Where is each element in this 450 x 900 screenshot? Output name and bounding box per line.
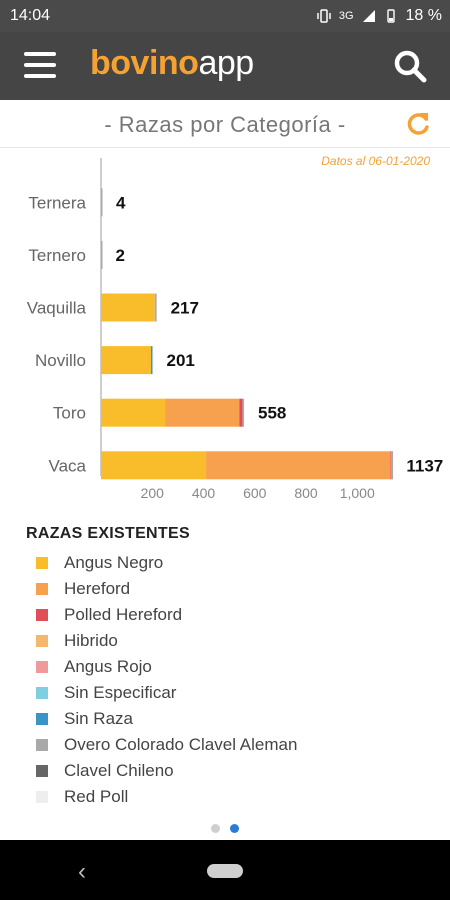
bar-segment [101, 293, 155, 322]
x-tick-label: 1,000 [340, 485, 375, 501]
bar-segment [101, 188, 103, 217]
network-label: 3G [338, 10, 354, 22]
legend-item: Polled Hereford [36, 602, 436, 628]
legend-swatch [36, 661, 48, 673]
chart-title: - Razas por Categoría - [104, 112, 346, 137]
status-time: 14:04 [10, 7, 51, 24]
x-tick-label: 800 [294, 485, 318, 501]
legend-title: RAZAS EXISTENTES [26, 525, 190, 542]
legend-swatch [36, 687, 48, 699]
home-icon[interactable] [207, 864, 243, 878]
legend-item: Angus Negro [36, 550, 436, 576]
legend-item: Hereford [36, 576, 436, 602]
legend-label: Clavel Chileno [64, 761, 174, 780]
legend-label: Polled Hereford [64, 605, 183, 624]
bar-segment [101, 346, 151, 375]
page-indicator [0, 820, 450, 838]
page-dot-2[interactable] [230, 824, 239, 833]
battery-label: 18 % [405, 7, 442, 24]
x-tick-label: 600 [243, 485, 267, 501]
legend-label: Overo Colorado Clavel Aleman [64, 735, 298, 754]
bar-segment [391, 451, 394, 480]
app-bar: bovinoapp [0, 32, 450, 100]
brand-logo: bovinoapp [90, 44, 254, 83]
legend-item: Hibrido [36, 628, 436, 654]
vibrate-icon [317, 9, 331, 23]
data-label: 2 [116, 246, 125, 265]
data-label: 217 [171, 299, 199, 318]
legend-swatch [36, 635, 48, 647]
legend-item: Red Poll [36, 784, 436, 804]
legend-label: Hereford [64, 579, 131, 598]
page-dot-1[interactable] [211, 824, 220, 833]
x-tick-label: 400 [192, 485, 216, 501]
legend-swatch [36, 739, 48, 751]
category-label: Ternero [28, 246, 86, 265]
status-icons: 3G 18 % [317, 7, 442, 25]
category-label: Toro [53, 404, 86, 423]
legend: Angus Negro Hereford Polled Hereford Hibrid… [36, 550, 436, 804]
status-bar: 14:04 3G 18 % [0, 0, 450, 32]
back-icon[interactable]: ‹ [78, 858, 86, 885]
bar-chart: Ternera 4 Ternero 2 Vaquilla 217 Novillo 201 Tor… [27, 158, 443, 501]
legend-swatch [36, 609, 48, 621]
bar-segment [101, 451, 207, 480]
legend-label: Angus Rojo [64, 657, 152, 676]
data-label: 201 [167, 351, 195, 370]
refresh-icon[interactable] [404, 110, 432, 138]
category-label: Novillo [35, 351, 86, 370]
menu-icon[interactable] [24, 52, 56, 80]
bar-segment [206, 451, 391, 480]
legend-swatch [36, 765, 48, 777]
category-label: Vaca [49, 456, 87, 475]
bar-segment [165, 398, 240, 427]
legend-label: Angus Negro [64, 553, 164, 572]
legend-item: Sin Raza [36, 706, 436, 732]
brand-part-1: bovino [90, 44, 199, 82]
legend-label: Sin Especificar [64, 683, 177, 702]
date-note: Datos al 06-01-2020 [321, 154, 430, 168]
nav-bar: ‹ [0, 840, 450, 900]
legend-swatch [36, 791, 48, 803]
legend-swatch [36, 713, 48, 725]
legend-item: Angus Rojo [36, 654, 436, 680]
data-label: 558 [258, 404, 286, 423]
legend-label: Hibrido [64, 631, 118, 650]
legend-swatch [36, 583, 48, 595]
brand-part-2: app [198, 44, 254, 82]
legend-swatch [36, 557, 48, 569]
bar-segment [154, 293, 157, 322]
signal-icon [362, 10, 375, 22]
battery-icon [386, 9, 395, 23]
legend-item: Overo Colorado Clavel Aleman [36, 732, 436, 758]
bar-segment [242, 398, 244, 427]
subtitle-row: - Razas por Categoría - [0, 100, 450, 148]
bar-segment [101, 240, 103, 269]
x-tick-label: 200 [141, 485, 165, 501]
legend-label: Sin Raza [64, 709, 133, 728]
data-label: 1137 [406, 456, 443, 475]
legend-label: Red Poll [64, 787, 129, 804]
category-label: Vaquilla [27, 299, 87, 318]
bar-segment [239, 398, 243, 427]
search-icon[interactable] [392, 48, 428, 84]
legend-item: Sin Especificar [36, 680, 436, 706]
bar-segment [101, 398, 166, 427]
bar-segment [150, 346, 153, 375]
category-label: Ternera [28, 193, 86, 212]
legend-item: Clavel Chileno [36, 758, 436, 784]
data-label: 4 [116, 193, 126, 212]
chart-area: Datos al 06-01-2020 Ternera 4 Ternero 2 Vaqu… [0, 148, 450, 510]
